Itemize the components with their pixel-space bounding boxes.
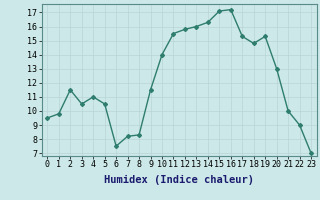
X-axis label: Humidex (Indice chaleur): Humidex (Indice chaleur)	[104, 175, 254, 185]
